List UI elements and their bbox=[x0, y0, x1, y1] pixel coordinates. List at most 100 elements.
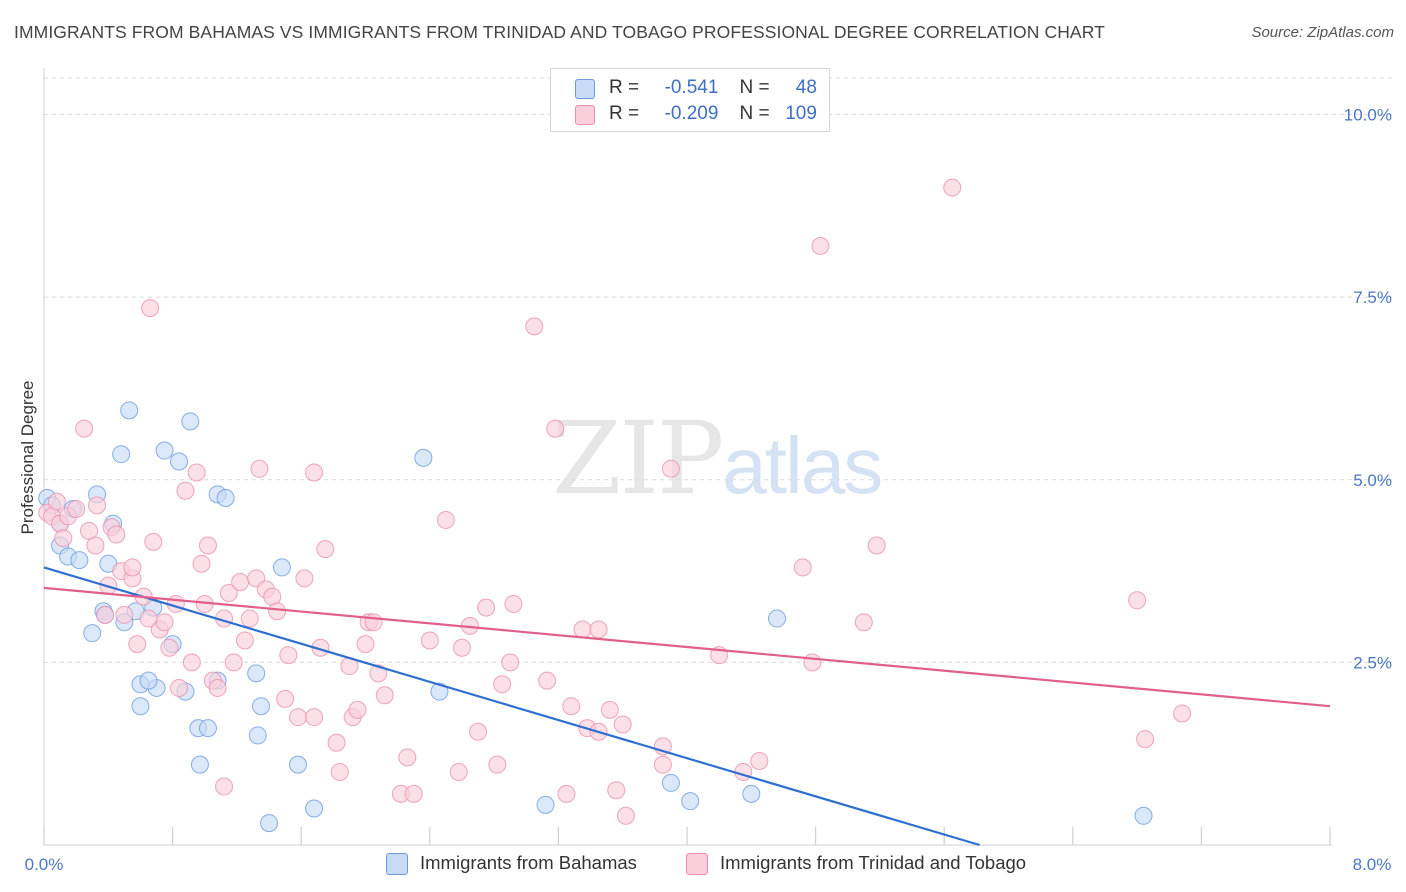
trinidad-point bbox=[155, 613, 174, 632]
trinidad-point bbox=[288, 708, 307, 727]
trinidad-trend-line bbox=[43, 586, 1331, 708]
trinidad-point bbox=[607, 781, 626, 800]
trinidad-point bbox=[616, 806, 635, 825]
trinidad-point bbox=[546, 419, 565, 438]
bahamas-point bbox=[139, 671, 158, 690]
legend-text-trinidad: R = -0.209 N = 109 bbox=[609, 103, 817, 125]
trinidad-point bbox=[943, 178, 962, 197]
trinidad-point bbox=[867, 536, 886, 555]
trinidad-point bbox=[477, 598, 496, 617]
trinidad-point bbox=[144, 532, 163, 551]
bahamas-point bbox=[181, 412, 200, 431]
trinidad-point bbox=[493, 675, 512, 694]
watermark-atlas: atlas bbox=[722, 421, 883, 510]
y-tick-label: 5.0% bbox=[1353, 471, 1392, 490]
trinidad-point bbox=[67, 499, 86, 518]
trinidad-point bbox=[661, 459, 680, 478]
legend-n-label: N = bbox=[739, 103, 770, 124]
trinidad-point bbox=[600, 700, 619, 719]
bahamas-trend-line bbox=[43, 566, 980, 847]
trinidad-point bbox=[750, 751, 769, 770]
trinidad-point bbox=[1173, 704, 1192, 723]
bahamas-point bbox=[252, 697, 271, 716]
correlation-legend: R = -0.541 N = 48 R = -0.209 N = 109 bbox=[550, 68, 830, 132]
bahamas-point bbox=[260, 814, 279, 833]
trinidad-point bbox=[276, 689, 295, 708]
trinidad-point bbox=[653, 755, 672, 774]
trinidad-point bbox=[182, 653, 201, 672]
trinidad-point bbox=[305, 708, 324, 727]
bahamas-point bbox=[430, 682, 449, 701]
trinidad-point bbox=[115, 605, 134, 624]
bahamas-point bbox=[198, 719, 217, 738]
trinidad-point bbox=[198, 536, 217, 555]
trinidad-point bbox=[488, 755, 507, 774]
legend-swatch-blue bbox=[575, 79, 595, 99]
trinidad-point bbox=[811, 237, 830, 256]
trinidad-point bbox=[107, 525, 126, 544]
bottom-legend-label-trinidad: Immigrants from Trinidad and Tobago bbox=[720, 852, 1027, 873]
legend-n-value: 109 bbox=[785, 103, 817, 124]
bottom-legend-label-bahamas: Immigrants from Bahamas bbox=[420, 852, 637, 873]
bottom-legend-swatch-pink bbox=[686, 853, 708, 875]
grid-lines bbox=[44, 77, 1392, 663]
bahamas-point bbox=[742, 784, 761, 803]
trinidad-point bbox=[348, 700, 367, 719]
trinidad-point bbox=[734, 762, 753, 781]
bahamas-point bbox=[170, 452, 189, 471]
trinidad-point bbox=[88, 496, 107, 515]
trinidad-point bbox=[250, 459, 269, 478]
trinidad-point bbox=[469, 722, 488, 741]
trinidad-point bbox=[295, 569, 314, 588]
trinidad-point bbox=[268, 602, 287, 621]
trinidad-point bbox=[452, 638, 471, 657]
trinidad-point bbox=[240, 609, 259, 628]
trinidad-point bbox=[316, 540, 335, 559]
watermark-zip: ZIP bbox=[552, 400, 724, 517]
chart-title: IMMIGRANTS FROM BAHAMAS VS IMMIGRANTS FR… bbox=[14, 22, 1105, 42]
trinidad-point bbox=[141, 299, 160, 318]
y-axis-title: Professional Degree bbox=[18, 380, 37, 534]
axes bbox=[43, 68, 1332, 846]
trinidad-point bbox=[1128, 591, 1147, 610]
trinidad-point bbox=[589, 620, 608, 639]
legend-swatch-pink bbox=[575, 105, 595, 125]
trinidad-point bbox=[96, 605, 115, 624]
bahamas-point bbox=[305, 799, 324, 818]
legend-n-value: 48 bbox=[795, 77, 817, 98]
axis-labels: 2.5% 5.0% 7.5% 10.0% 0.0% 8.0% Professional De… bbox=[18, 106, 1392, 874]
trinidad-point bbox=[504, 594, 523, 613]
trinidad-point bbox=[449, 762, 468, 781]
trinidad-point bbox=[224, 653, 243, 672]
legend-text-bahamas: R = -0.541 N = 48 bbox=[609, 77, 817, 99]
trinidad-point bbox=[573, 620, 592, 639]
y-tick-label: 10.0% bbox=[1344, 106, 1392, 125]
bahamas-point bbox=[112, 445, 131, 464]
bahamas-point bbox=[414, 448, 433, 467]
trinidad-point bbox=[139, 609, 158, 628]
bottom-legend-swatch-blue bbox=[386, 853, 408, 875]
legend-r-value: -0.209 bbox=[664, 103, 719, 124]
trinidad-point bbox=[404, 784, 423, 803]
source-label: Source: ZipAtlas.com bbox=[1251, 24, 1394, 41]
bahamas-point bbox=[288, 755, 307, 774]
trend-lines bbox=[43, 566, 1331, 847]
bahamas-point bbox=[70, 551, 89, 570]
bahamas-point bbox=[248, 726, 267, 745]
bahamas-point bbox=[768, 609, 787, 628]
legend-r-label: R = bbox=[609, 103, 640, 124]
trinidad-point bbox=[327, 733, 346, 752]
trinidad-point bbox=[525, 317, 544, 336]
trinidad-point bbox=[562, 697, 581, 716]
trinidad-point bbox=[279, 646, 298, 665]
y-tick-label: 7.5% bbox=[1353, 288, 1392, 307]
bahamas-point bbox=[131, 697, 150, 716]
bahamas-point bbox=[1134, 806, 1153, 825]
trinidad-point bbox=[305, 463, 324, 482]
trinidad-point bbox=[160, 638, 179, 657]
trinidad-point bbox=[86, 536, 105, 555]
legend-n-label: N = bbox=[739, 77, 770, 98]
trinidad-point bbox=[176, 481, 195, 500]
trinidad-point bbox=[613, 715, 632, 734]
